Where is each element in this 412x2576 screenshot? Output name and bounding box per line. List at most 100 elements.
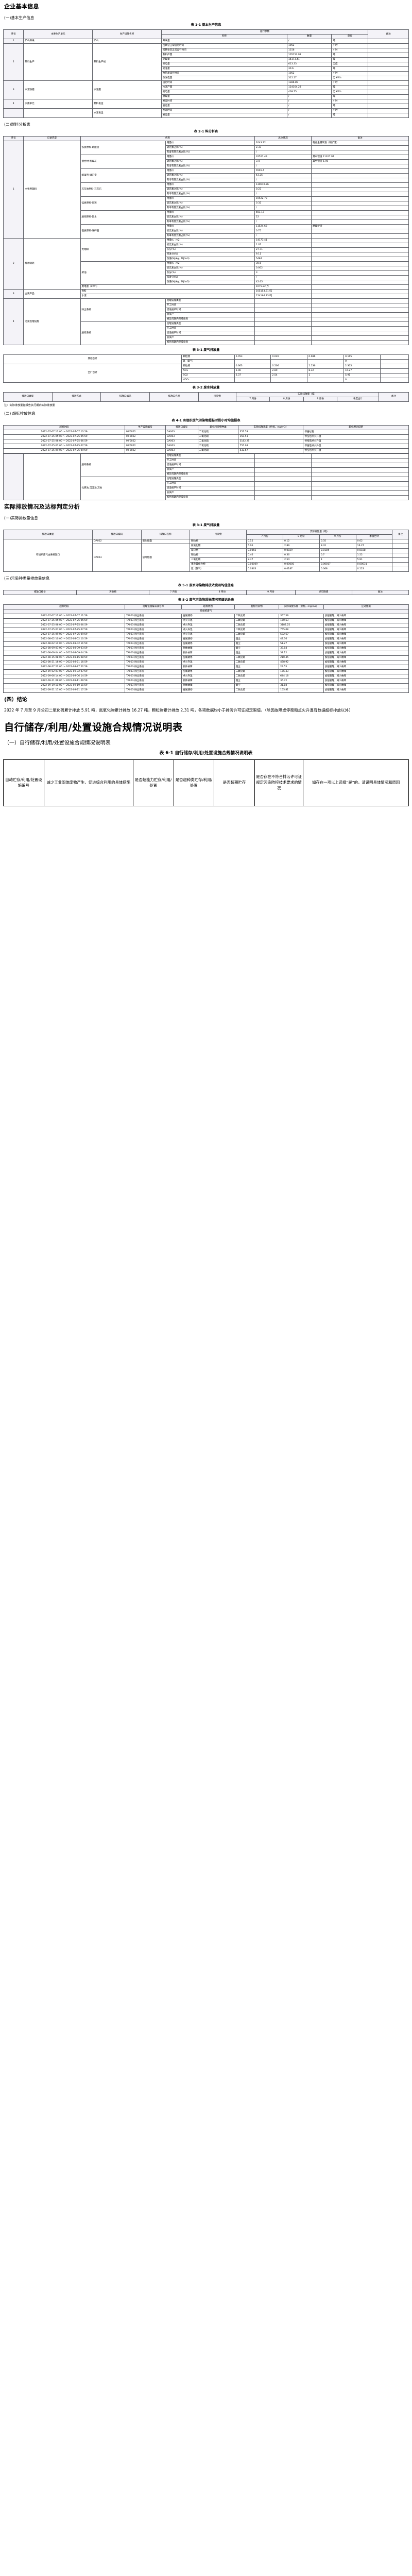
th-col-2: 减少工业固体废物产生、促进综合利用的具体措施 (43, 759, 133, 807)
cell-m9: 8.32 (307, 368, 345, 374)
cell-no: 3 (3, 289, 24, 299)
table-row: 2022-09-11 09:00 ～ 2022-09-11 09:59 TA003… (3, 678, 409, 684)
cell-item-name: 治理设施类型 (165, 298, 255, 303)
cell-facility: MF0022 (125, 448, 166, 454)
cell-remark (311, 335, 409, 341)
cell-param-uom: 吨 (331, 66, 369, 72)
cell-poll: SO2 (181, 372, 235, 378)
cell-q: 0 (344, 377, 381, 383)
cell-material: 缓凝剂-磷石膏 (80, 168, 166, 183)
table-row: 2022-07-25 07:00 ～ 2022-07-25 07:59 TA003… (3, 627, 409, 633)
cell-measure: 加强管理，减少故障 (323, 636, 409, 642)
cell-remark (311, 229, 409, 234)
cell-detail (254, 303, 312, 308)
cell-material: 脱硝系统 (80, 453, 166, 478)
cell-remark (311, 312, 409, 317)
th-month-9: 9 月份 (246, 590, 296, 596)
cell-m9: 0.7 (319, 553, 356, 558)
cell-poll: 二氧化硫 (234, 669, 280, 674)
cell-remark (311, 284, 409, 290)
cell-reason: 停窑过程 (303, 430, 409, 435)
cell-measure: 加强管理，减少故障 (323, 632, 409, 637)
cell-no: 1 (3, 38, 24, 44)
cell-content: 主要产品 (23, 289, 81, 299)
cell-detail: / (254, 275, 312, 280)
table-row: 其他合计 颗粒物 0.053 0.026 0.086 0.165 (3, 354, 409, 364)
cell-no: 1 (3, 141, 24, 239)
cell-remark (368, 94, 409, 99)
cell-item-name: 建设投产时间 (165, 308, 255, 313)
cell-measure: 加强管理，减少故障 (323, 655, 409, 660)
cell-remark (311, 280, 409, 285)
cell-item-name: 热值(MJ/kg、MJ/m3) (165, 280, 255, 285)
cell-param-uom: 小时 (331, 43, 369, 48)
cell-facility: TA003-除尘系统 (125, 636, 182, 642)
table-row: 氨（氨气） 0.0363 0.0187 0.068 0.123 (4, 567, 409, 572)
cell-measure: 加强管理，减少故障 (323, 678, 409, 684)
th-pollutant-type: 超标污染物种类 (197, 425, 239, 431)
cell-other-total-label: 其他合计 (3, 354, 182, 364)
table-5-1-caption: 表 5-1 废水污染物排放浓度月均值信息 (178, 584, 234, 588)
cell-conc: 36.72 (279, 678, 324, 684)
cell-remark (311, 178, 409, 183)
cell-param-uom: 万度 (331, 61, 369, 67)
cell-detail: / (254, 219, 312, 225)
cell-content: 污染治理设施 (23, 298, 81, 345)
cell-detail (254, 331, 312, 336)
table-row: 2022-07-25 07:00 ～ 2022-07-25 07:59 MF002… (3, 444, 409, 449)
table-3-2-caption: 表 3-2 废水排放量 (192, 385, 220, 389)
cell-item-name: 有毒有害元素占比(%) (165, 219, 255, 225)
cell-detail (254, 463, 312, 468)
cell-item-name: 报告周期内完成投资 (165, 495, 255, 501)
cell-conc: 532.67 (279, 632, 324, 637)
table-row: 2022-09-02 07:00 ～ 2022-09-02 07:59 TA003… (3, 669, 409, 674)
cell-param-name: 燃煤量 (161, 94, 287, 99)
cell-period: 2022-07-25 06:00 ～ 2022-07-25 06:59 (3, 439, 126, 445)
cell-reason: 窑尾跳停 (181, 669, 235, 674)
cell-m9: 0.0104 (319, 548, 356, 553)
cell-no (3, 108, 24, 118)
cell-detail (254, 453, 312, 459)
cell-remark (311, 187, 409, 192)
cell-detail (254, 477, 312, 482)
cell-m9: 1.136 (307, 363, 345, 369)
cell-param-name: 热发电量 (161, 75, 287, 81)
conclusion-text: 2022 年 7 月至 9 月公司二氧化硫累计排放 5.91 吨，氮氧化物累计排… (4, 708, 353, 713)
cell-item-name: 治理设施类型 (165, 477, 255, 482)
section-actual-emission-info: (一)实际排放量信息 (4, 515, 38, 520)
cell-m7: 0.663 (234, 363, 271, 369)
cell-remark (311, 453, 409, 459)
cell-m8 (270, 377, 308, 383)
cell-remark (380, 377, 409, 383)
table-row: 硅质原料-砂岩 用量(t) 10522.78 (4, 196, 409, 211)
cell-conc: 155.81 (279, 687, 324, 693)
cell-m8: 0.0187 (283, 567, 320, 572)
table-row: 2022-09-21 17:00 ～ 2022-09-21 17:59 TA003… (3, 687, 409, 693)
cell-measure: 加强管理，减少故障 (323, 687, 409, 693)
cell-reason: 点火升温 (181, 627, 235, 633)
cell-detail (254, 312, 312, 317)
cell-item-name: 硫元素占比(%) (165, 201, 255, 206)
cell-detail: / (254, 206, 312, 211)
cell-poll: 二氧化硫 (234, 673, 280, 679)
cell-param-qty: / (286, 94, 332, 99)
cell-item-name: 开工时间 (165, 326, 255, 331)
table-row: 柴油 用量(t、m2) 30.6 (4, 261, 409, 285)
cell-poll: 二氧化硫 (197, 444, 239, 449)
cell-detail: / (254, 178, 312, 183)
cell-period: 2022-08-09 04:00 ～ 2022-08-09 04:59 (3, 650, 126, 656)
cell-item-name: 用量(t) (165, 224, 255, 229)
th-outlet-name: 排放口名称 (149, 392, 199, 402)
cell-item-name: 用量(t) (165, 141, 255, 146)
th-quarter-total: 季度合计 (337, 396, 379, 402)
table-row: 脱硝原料-氨水 用量(t) 401.17 (4, 210, 409, 225)
table-row: 报告周期内完成投资 (4, 495, 409, 501)
table-storage-compliance: 自动贮存/利用/处置设施编号 减少工业固体废物产生、促进综合利用的具体措施 是否超能… (3, 759, 409, 807)
cell-param-name: 水泥产量 (161, 84, 287, 90)
table-4-1-caption: 表 4-1 有组织废气污染物超标时段小时均值报表 (171, 419, 241, 423)
cell-period: 2022-07-25 09:00 ～ 2022-07-25 09:59 (3, 448, 126, 454)
cell-remark (368, 75, 409, 81)
cell-period: 2022-09-11 09:00 ～ 2022-09-11 09:59 (3, 678, 126, 684)
cell-item-name: 用量(t) (165, 182, 255, 188)
cell-m8: 2.89 (283, 544, 320, 549)
